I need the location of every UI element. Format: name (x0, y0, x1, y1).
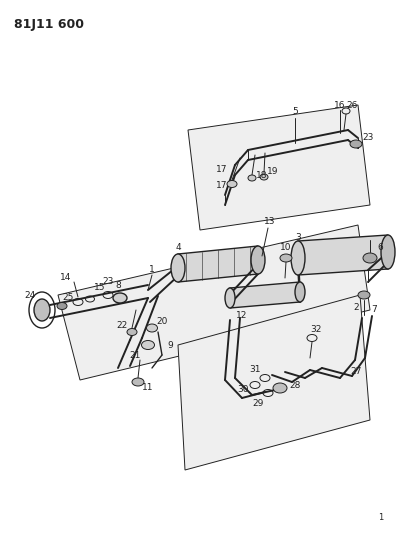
Text: 4: 4 (175, 244, 181, 253)
Polygon shape (58, 225, 370, 380)
Polygon shape (298, 235, 388, 275)
Text: 31: 31 (249, 366, 261, 375)
Ellipse shape (225, 288, 235, 308)
Text: 23: 23 (102, 278, 114, 287)
Ellipse shape (57, 303, 67, 310)
Text: 11: 11 (142, 384, 154, 392)
Ellipse shape (291, 241, 305, 275)
Ellipse shape (171, 254, 185, 282)
Text: 24: 24 (25, 290, 36, 300)
Polygon shape (178, 246, 258, 282)
Text: 30: 30 (237, 385, 249, 394)
Text: 8: 8 (115, 280, 121, 289)
Text: 17: 17 (216, 166, 228, 174)
Text: 81J11 600: 81J11 600 (14, 18, 84, 31)
Polygon shape (178, 295, 370, 470)
Ellipse shape (147, 324, 158, 332)
Ellipse shape (350, 140, 362, 148)
Text: 27: 27 (350, 367, 362, 376)
Text: 13: 13 (264, 217, 276, 227)
Text: 18: 18 (256, 171, 268, 180)
Text: 25: 25 (62, 294, 74, 303)
Text: 3: 3 (295, 233, 301, 243)
Text: 1: 1 (149, 265, 155, 274)
Text: 10: 10 (280, 244, 292, 253)
Ellipse shape (141, 341, 154, 350)
Text: 19: 19 (267, 167, 279, 176)
Text: 23: 23 (362, 133, 374, 141)
Ellipse shape (127, 328, 137, 335)
Text: 20: 20 (156, 318, 168, 327)
Ellipse shape (34, 299, 50, 321)
Ellipse shape (358, 291, 370, 299)
Ellipse shape (280, 254, 292, 262)
Ellipse shape (132, 378, 144, 386)
Ellipse shape (363, 253, 377, 263)
Polygon shape (230, 282, 300, 308)
Ellipse shape (248, 175, 256, 181)
Text: 14: 14 (60, 273, 72, 282)
Ellipse shape (273, 383, 287, 393)
Text: 16: 16 (334, 101, 346, 109)
Text: 5: 5 (292, 108, 298, 117)
Ellipse shape (227, 181, 237, 188)
Ellipse shape (251, 246, 265, 274)
Text: 2: 2 (353, 303, 359, 312)
Text: 21: 21 (129, 351, 141, 359)
Text: 12: 12 (236, 311, 248, 320)
Text: 6: 6 (377, 244, 383, 253)
Text: 29: 29 (252, 399, 264, 408)
Ellipse shape (295, 282, 305, 302)
Polygon shape (188, 105, 370, 230)
Text: 26: 26 (346, 101, 358, 109)
Text: 17: 17 (216, 181, 228, 190)
Text: 22: 22 (116, 320, 128, 329)
Text: 28: 28 (289, 381, 301, 390)
Ellipse shape (113, 293, 127, 303)
Text: 9: 9 (167, 341, 173, 350)
Text: 1: 1 (378, 513, 383, 522)
Text: 15: 15 (94, 284, 106, 293)
Ellipse shape (381, 235, 395, 269)
Text: 7: 7 (371, 305, 377, 314)
Ellipse shape (260, 174, 268, 180)
Text: 32: 32 (310, 326, 322, 335)
